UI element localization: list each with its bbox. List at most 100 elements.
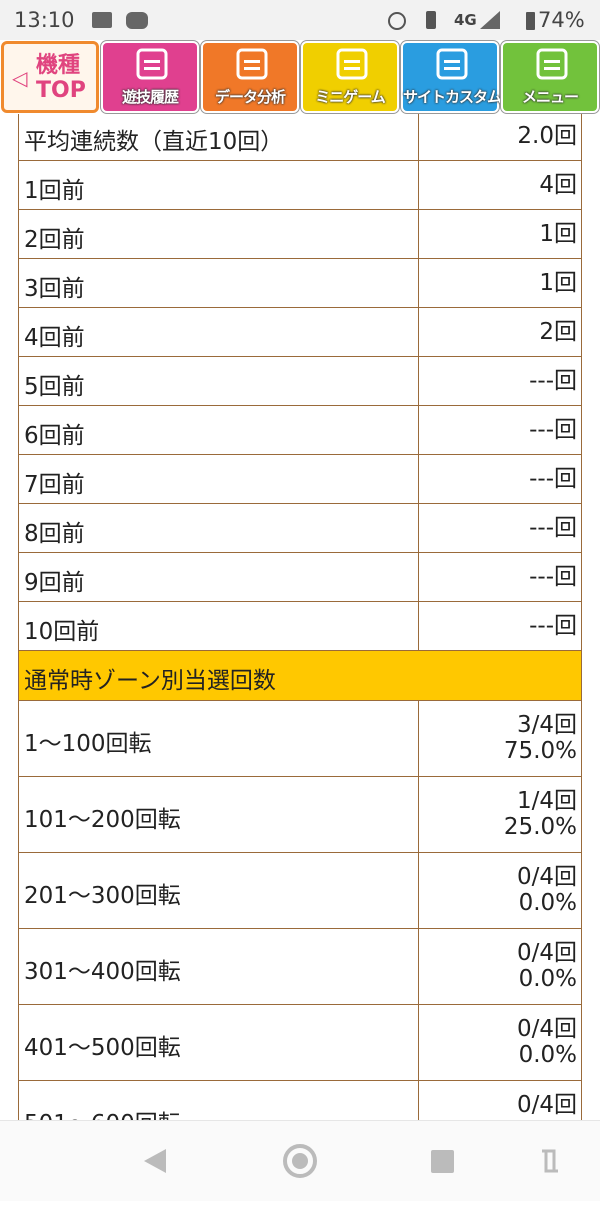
nav-bar: ◁ 機種 TOP 遊技履歴 データ分析 ミニゲーム サイトカスタム メニュー bbox=[0, 40, 600, 114]
row-value: ---回 bbox=[529, 612, 577, 639]
network-type: 4G bbox=[454, 11, 477, 29]
column-divider bbox=[418, 701, 419, 776]
rotate-button[interactable] bbox=[542, 1149, 558, 1173]
row-value: ---回 bbox=[529, 416, 577, 443]
top-label-1: 機種 bbox=[36, 53, 81, 78]
nav-button[interactable]: メニュー bbox=[501, 41, 599, 113]
top-button[interactable]: ◁ 機種 TOP bbox=[1, 41, 99, 113]
nav-icons bbox=[144, 1144, 558, 1178]
nav-button[interactable]: 遊技履歴 bbox=[101, 41, 199, 113]
nav-label: データ分析 bbox=[214, 88, 286, 106]
zone-percent: 0.0% bbox=[518, 966, 577, 992]
top-label-2: TOP bbox=[36, 78, 86, 103]
zone-percent: 75.0% bbox=[503, 738, 577, 764]
column-divider bbox=[418, 1081, 419, 1120]
recents-button[interactable] bbox=[431, 1150, 454, 1173]
column-divider bbox=[418, 114, 419, 160]
nav-icon bbox=[236, 48, 268, 80]
table-row: 401～500回転 0/4回 0.0% bbox=[18, 1005, 582, 1081]
nav-icon bbox=[136, 48, 168, 80]
table-row: 2回前 1回 bbox=[18, 210, 582, 259]
column-divider bbox=[418, 455, 419, 503]
zone-count: 1/4回 bbox=[516, 788, 577, 814]
column-divider bbox=[418, 553, 419, 601]
column-divider bbox=[418, 1005, 419, 1080]
zone-label: 1～100回転 bbox=[24, 731, 152, 757]
column-divider bbox=[418, 308, 419, 356]
row-label: 6回前 bbox=[24, 422, 85, 449]
home-button[interactable] bbox=[283, 1144, 317, 1178]
column-divider bbox=[418, 259, 419, 307]
column-divider bbox=[418, 210, 419, 258]
column-divider bbox=[418, 161, 419, 209]
row-label: 9回前 bbox=[24, 569, 85, 596]
nav-icon bbox=[336, 48, 368, 80]
status-bar: 13:10 4G 74% bbox=[0, 0, 600, 40]
section-title: 通常時ゾーン別当選回数 bbox=[24, 668, 276, 694]
column-divider bbox=[418, 406, 419, 454]
nav-label: メニュー bbox=[521, 88, 579, 106]
table-row: 平均連続数（直近10回） 2.0回 bbox=[18, 114, 582, 161]
zone-percent: 0.0% bbox=[518, 890, 577, 916]
row-value: 1回 bbox=[539, 220, 577, 247]
row-label: 4回前 bbox=[24, 324, 85, 351]
column-divider bbox=[418, 929, 419, 1004]
nav-icon bbox=[436, 48, 468, 80]
table-row: 1～100回転 3/4回 75.0% bbox=[18, 701, 582, 777]
table-row: 7回前 ---回 bbox=[18, 455, 582, 504]
system-icons bbox=[388, 11, 436, 30]
zone-label: 401～500回転 bbox=[24, 1035, 181, 1061]
nav-button[interactable]: データ分析 bbox=[201, 41, 299, 113]
section-header: 通常時ゾーン別当選回数 bbox=[18, 651, 582, 701]
row-label: 10回前 bbox=[24, 618, 100, 645]
row-value: 1回 bbox=[539, 269, 577, 296]
clock: 13:10 bbox=[14, 8, 75, 32]
zone-count: 0/4回 bbox=[516, 864, 577, 890]
nav-button[interactable]: サイトカスタム bbox=[401, 41, 502, 113]
back-button[interactable] bbox=[144, 1149, 166, 1173]
data-table: 平均連続数（直近10回） 2.0回 1回前 4回 2回前 1回 3回前 1回 4回前 2回 5回前 -… bbox=[0, 114, 600, 1120]
column-divider bbox=[418, 853, 419, 928]
row-label: 1回前 bbox=[24, 177, 85, 204]
zone-percent: 25.0% bbox=[503, 814, 577, 840]
table-row: 5回前 ---回 bbox=[18, 357, 582, 406]
notification-icons bbox=[92, 12, 148, 29]
column-divider bbox=[418, 602, 419, 650]
table-row: 6回前 ---回 bbox=[18, 406, 582, 455]
row-label: 7回前 bbox=[24, 471, 85, 498]
zone-label: 301～400回転 bbox=[24, 959, 181, 985]
nav-button[interactable]: ミニゲーム bbox=[301, 41, 399, 113]
back-arrow: ◁ bbox=[12, 66, 28, 90]
row-label: 平均連続数（直近10回） bbox=[24, 128, 284, 155]
zone-count: 0/4回 bbox=[516, 1016, 577, 1042]
table-row: 1回前 4回 bbox=[18, 161, 582, 210]
table-row: 201～300回転 0/4回 0.0% bbox=[18, 853, 582, 929]
column-divider bbox=[418, 357, 419, 405]
table-row: 501～600回転 0/4回0.0% bbox=[18, 1081, 582, 1120]
column-divider bbox=[418, 504, 419, 552]
table-row: 9回前 ---回 bbox=[18, 553, 582, 602]
nav-label: 遊技履歴 bbox=[121, 88, 179, 106]
zone-label: 101～200回転 bbox=[24, 807, 181, 833]
zone-count: 0/4回 bbox=[516, 940, 577, 966]
table-row: 101～200回転 1/4回 25.0% bbox=[18, 777, 582, 853]
signal-battery bbox=[480, 11, 535, 30]
zone-count: 0/4回 bbox=[516, 1092, 577, 1118]
row-value: ---回 bbox=[529, 465, 577, 492]
row-label: 5回前 bbox=[24, 373, 85, 400]
table-row: 10回前 ---回 bbox=[18, 602, 582, 651]
navigation-bar bbox=[0, 1120, 600, 1201]
table-row: 4回前 2回 bbox=[18, 308, 582, 357]
row-value: 2回 bbox=[539, 318, 577, 345]
row-value: ---回 bbox=[529, 563, 577, 590]
column-divider bbox=[418, 777, 419, 852]
row-value: ---回 bbox=[529, 367, 577, 394]
row-label: 3回前 bbox=[24, 275, 85, 302]
zone-count: 3/4回 bbox=[516, 712, 577, 738]
row-label: 8回前 bbox=[24, 520, 85, 547]
row-value: 4回 bbox=[539, 171, 577, 198]
zone-label: 201～300回転 bbox=[24, 883, 181, 909]
row-label: 2回前 bbox=[24, 226, 85, 253]
table-row: 301～400回転 0/4回 0.0% bbox=[18, 929, 582, 1005]
